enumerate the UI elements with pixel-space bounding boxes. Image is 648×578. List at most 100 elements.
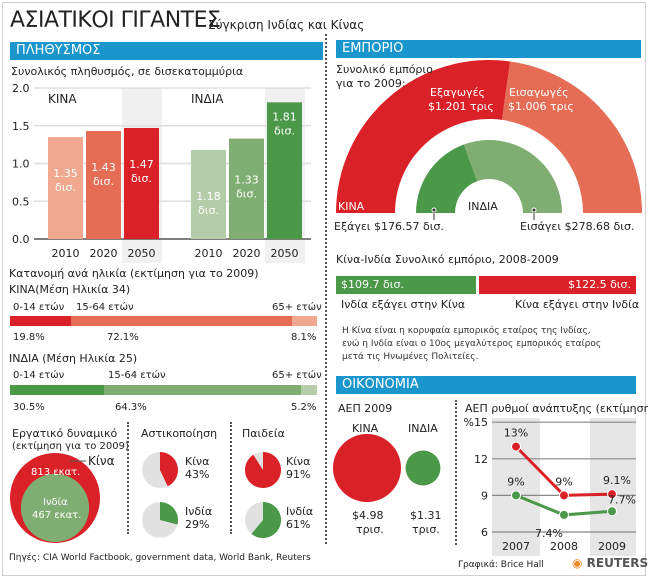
gdp-india-circle	[405, 450, 441, 486]
india-age-bar	[10, 385, 317, 395]
bilateral-title: Κίνα-Ινδία Συνολικό εμπόριο, 2008-2009	[336, 253, 559, 266]
india-to-china-label: Ινδία εξάγει στην Κίνα	[341, 298, 466, 311]
gdp-title: ΑΕΠ 2009	[338, 402, 393, 415]
china-imports-arc	[502, 61, 642, 213]
section-header-trade: ΕΜΠΟΡΙΟ	[336, 40, 641, 58]
column-band-2007	[492, 418, 540, 556]
india-age-title: ΙΝΔΙΑ (Μέση Ηλικία 25)	[9, 352, 138, 365]
data-label: 7.7%	[608, 493, 636, 506]
education-china-label: Κίνα	[286, 455, 311, 468]
page-subtitle: Σύγκριση Ινδίας και Κίνας	[208, 18, 365, 32]
bar	[267, 102, 302, 239]
population-caption: Συνολικός πληθυσμός, σε δισεκατομμύρια	[11, 65, 244, 78]
column-divider	[325, 34, 327, 544]
age-label: 0-14 ετών	[13, 302, 65, 313]
small-charts	[10, 452, 281, 543]
data-point	[559, 490, 569, 501]
india-to-china-bar: $109.7 δισ.	[336, 276, 477, 294]
reuters-logo-text: REUTERS	[586, 556, 648, 570]
bar-unit-label: δισ.	[55, 181, 76, 194]
divider	[127, 422, 129, 534]
age-segment	[70, 316, 293, 326]
x-tick-label: 2020	[90, 247, 118, 260]
reuters-logo: ◉ REUTERS	[572, 556, 648, 570]
urban-india-label: Ινδία	[185, 505, 213, 518]
x-tick-label: 2020	[233, 247, 261, 260]
pointer-dot	[531, 207, 537, 213]
sources: Πηγές: CIA World Factbook, government da…	[9, 553, 311, 563]
china-to-india-bar: $122.5 δισ.	[479, 276, 636, 294]
data-point	[559, 509, 569, 520]
bar-value-label: 1.47	[129, 158, 154, 171]
age-label: 65+ ετών	[272, 370, 322, 381]
section-header-population: ΠΛΗΘΥΣΜΟΣ	[10, 42, 323, 60]
india-imports-label: Εισάγει $278.68 δισ.	[520, 220, 635, 233]
data-point	[607, 489, 617, 500]
education-india-pie-slice	[251, 502, 281, 538]
x-tick-label: 2008	[550, 540, 578, 553]
bar	[124, 128, 159, 239]
china-trade-label: ΚΙΝΑ	[338, 200, 365, 213]
section-header-economy: ΟΙΚΟΝΟΜΙΑ	[336, 376, 636, 394]
labor-china-label: Κίνα	[88, 454, 115, 468]
page-title: ΑΣΙΑΤΙΚΟΙ ΓΙΓΑΝΤΕΣ	[10, 8, 221, 33]
credit: Γραφικά: Brice Hall	[458, 560, 544, 570]
divider	[230, 422, 232, 534]
age-caption: Κατανομή ανά ηλικία (εκτίμηση για το 200…	[9, 267, 259, 280]
age-segment	[10, 316, 71, 326]
age-percent: 19.8%	[13, 332, 45, 343]
data-label: 9%	[507, 475, 524, 488]
india-exports-arc	[415, 144, 478, 213]
x-tick-label: 2050	[128, 247, 156, 260]
trade-caption: για το 2009:	[336, 77, 406, 90]
y-tick-label: 0.5	[12, 195, 30, 208]
labor-china-value: 813 εκατ.	[31, 467, 81, 478]
age-percent: 5.2%	[291, 402, 317, 413]
bar-unit-label: δισ.	[198, 204, 219, 217]
china-imports-value: $1.006 τρις	[508, 100, 574, 113]
urban-china-label: Κίνα	[185, 455, 210, 468]
y-tick-label: 2.0	[12, 82, 30, 95]
bar-unit-label: δισ.	[93, 175, 114, 188]
bar-value-label: 1.81	[272, 110, 297, 123]
age-label: 15-64 ετών	[76, 302, 134, 313]
age-segment	[103, 385, 302, 395]
urban-china-value: 43%	[185, 468, 210, 481]
bar-value-label: 1.33	[234, 174, 259, 187]
urban-india-value: 29%	[185, 518, 210, 531]
trade-note: ενώ η Ινδία είναι ο 10ος μεγαλύτερος εμπ…	[342, 339, 602, 349]
education-india-label: Ινδία	[286, 505, 314, 518]
labor-subtitle: (εκτίμηση για το 2009)	[12, 441, 129, 452]
india-group-label: ΙΝΔΙΑ	[191, 92, 224, 106]
x-tick-label: 2009	[598, 540, 626, 553]
x-tick-label: 2007	[502, 540, 530, 553]
india-trade-label: ΙΝΔΙΑ	[468, 200, 498, 213]
bar-value-label: 1.43	[91, 161, 116, 174]
china-age-bar	[10, 316, 317, 326]
bilateral-bar: $109.7 δισ. $122.5 δισ.	[336, 276, 636, 294]
gdp-china-label: ΚΙΝΑ	[352, 422, 379, 435]
gdp-unit: τρισ.	[412, 523, 440, 536]
pointer-dot	[431, 207, 437, 213]
trade-note: μετά τις Ηνωμένες Πολιτείες.	[342, 352, 479, 362]
labor-title: Εργατικό δυναμικό	[12, 427, 118, 440]
data-label: 9.1%	[603, 474, 631, 487]
bar	[48, 137, 83, 239]
y-tick-label: 9	[481, 489, 488, 502]
trade-note: Η Κίνα είναι η κορυφαία εμπορικός εταίρο…	[342, 326, 591, 336]
gdp-china-circle	[333, 434, 401, 502]
urban-india-pie-slice	[160, 502, 179, 525]
data-label: 7.4%	[535, 527, 563, 540]
age-label: 15-64 ετών	[108, 370, 166, 381]
china-to-india-label: Κίνα εξάγει στην Ινδία	[515, 298, 640, 311]
age-percent: 8.1%	[291, 332, 317, 343]
gdp-china-value: $4.98	[352, 509, 384, 522]
age-percent: 64.3%	[115, 402, 147, 413]
data-point	[511, 441, 521, 452]
bar-unit-label: δισ.	[131, 172, 152, 185]
y-tick-label: 6	[481, 526, 488, 539]
age-percent: 30.5%	[13, 402, 45, 413]
china-age-title: ΚΙΝΑ(Μέση Ηλικία 34)	[9, 283, 131, 296]
column-band-2009	[590, 418, 636, 556]
